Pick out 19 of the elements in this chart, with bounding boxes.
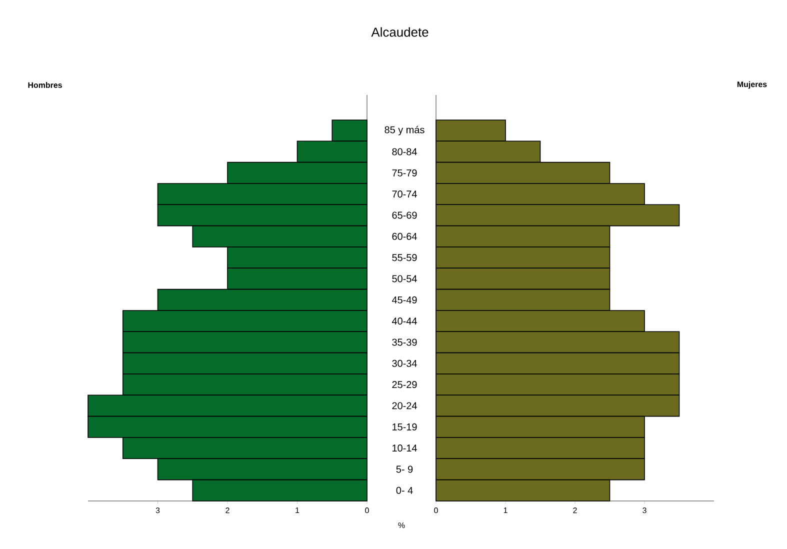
y-tick-label: 60-64 <box>392 232 417 240</box>
y-tick-label: 0- 4 <box>396 486 413 494</box>
y-tick-label: 50-54 <box>392 275 417 282</box>
y-tick-label: 35-39 <box>392 338 417 346</box>
y-tick-label: 25-29 <box>392 381 417 388</box>
y-tick-label: 15-19 <box>392 423 417 430</box>
y-tick-label: 10-14 <box>392 444 417 452</box>
y-tick-label: 65-69 <box>392 212 417 219</box>
y-tick-label: 20-24 <box>392 402 417 410</box>
y-tick-label: 85 y más <box>384 126 424 136</box>
y-tick-label: 80-84 <box>392 148 417 156</box>
y-tick-label: 75-79 <box>392 169 417 176</box>
y-tick-label: 70-74 <box>392 190 417 198</box>
text: Alcaudete <box>371 27 428 37</box>
y-tick-label: 45-49 <box>392 296 417 304</box>
y-tick-label: 40-44 <box>392 318 417 325</box>
y-tick-label: 55-59 <box>392 254 417 262</box>
y-tick-label: 30-34 <box>392 360 417 367</box>
y-tick-label: 5- 9 <box>396 466 413 473</box>
